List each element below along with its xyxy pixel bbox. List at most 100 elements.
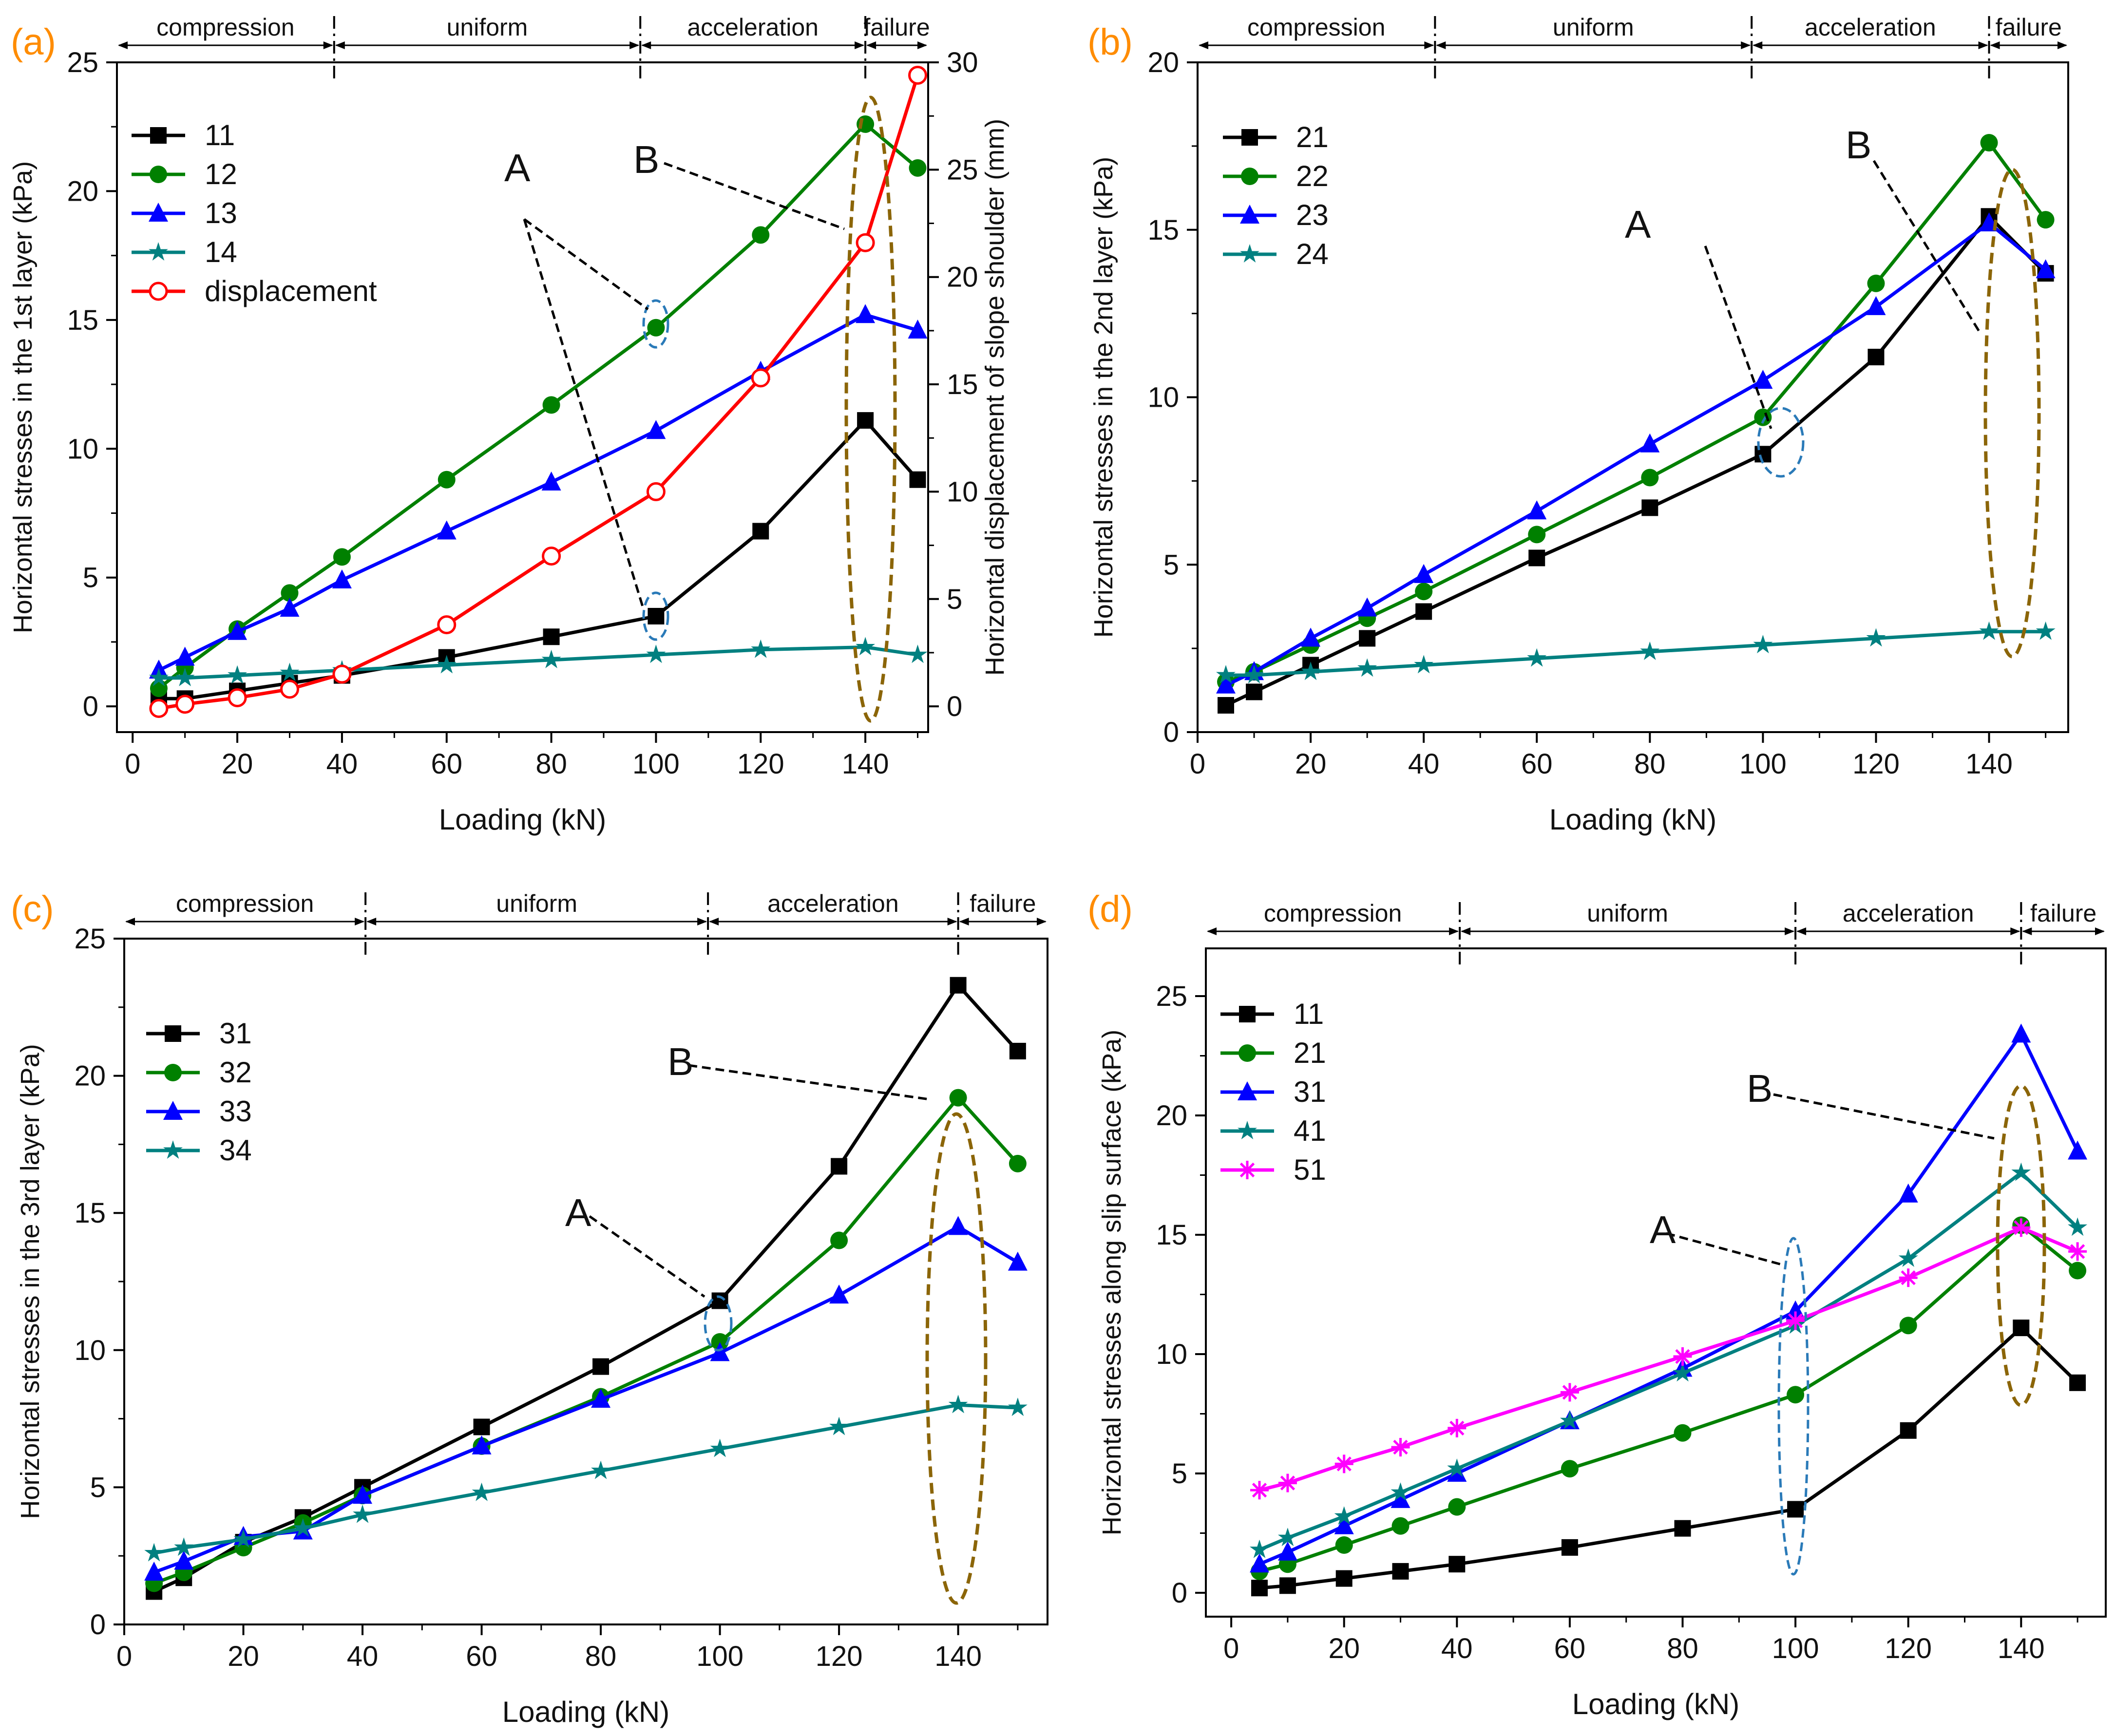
x-axis-label: Loading (kN) bbox=[1572, 1688, 1740, 1720]
annotation-label-B: B bbox=[1747, 1067, 1772, 1110]
phase-arrow-head bbox=[641, 41, 651, 49]
panel-label: (a) bbox=[11, 21, 56, 63]
y-tick-label: 10 bbox=[74, 1335, 106, 1366]
data-point bbox=[949, 1089, 967, 1107]
data-point bbox=[2012, 1218, 2031, 1237]
data-point bbox=[175, 646, 195, 666]
data-point bbox=[752, 226, 770, 244]
data-point bbox=[1754, 408, 1772, 426]
data-point bbox=[1391, 1517, 1410, 1535]
legend-label: 11 bbox=[205, 119, 235, 151]
annotation-label-A: A bbox=[565, 1191, 591, 1234]
phase-arrow-head bbox=[2010, 927, 2020, 935]
data-point bbox=[1240, 205, 1259, 224]
plot-area: 0 20 40 60 80 100 120 140 0 5 10 15 20 Loading (kN) Ho… bbox=[1089, 14, 2069, 836]
phase-label: acceleration bbox=[1843, 900, 1974, 927]
y2-tick-label: 25 bbox=[947, 154, 978, 186]
data-point bbox=[1279, 1577, 1296, 1594]
data-point bbox=[1359, 630, 1376, 647]
phase-range: failure bbox=[2022, 900, 2105, 935]
y-tick-label: 25 bbox=[67, 47, 98, 78]
phase-range: compression bbox=[1199, 14, 1434, 49]
data-point bbox=[543, 628, 560, 645]
data-point bbox=[1900, 1422, 1917, 1439]
y-axis-label: Horizontal stresses in the 3rd layer (kP… bbox=[16, 1044, 45, 1519]
legend-label: 34 bbox=[219, 1134, 252, 1167]
data-point bbox=[2013, 1320, 2030, 1337]
data-point bbox=[280, 598, 300, 617]
data-point bbox=[1527, 500, 1547, 520]
data-point bbox=[233, 1529, 253, 1548]
series-line bbox=[1226, 630, 2046, 677]
data-point bbox=[437, 520, 457, 540]
data-point bbox=[1561, 1539, 1578, 1556]
phase-arrow-head bbox=[125, 918, 135, 925]
data-point bbox=[175, 667, 195, 686]
data-point bbox=[1753, 370, 1773, 389]
x-tick-label: 140 bbox=[842, 748, 889, 780]
phase-label: uniform bbox=[447, 14, 528, 41]
data-point bbox=[646, 420, 666, 439]
data-point bbox=[1560, 1383, 1579, 1402]
phase-arrow-head bbox=[959, 918, 969, 925]
phase-label: uniform bbox=[496, 890, 577, 917]
callout-line-A bbox=[523, 218, 649, 311]
x-axis-label: Loading (kN) bbox=[1549, 803, 1717, 836]
callout-line-A bbox=[1704, 245, 1772, 429]
legend-label: 31 bbox=[1294, 1076, 1326, 1108]
phase-arrow-head bbox=[355, 918, 365, 925]
data-point bbox=[857, 412, 874, 429]
data-point bbox=[1277, 1528, 1297, 1547]
data-point bbox=[1244, 665, 1264, 684]
series-11 bbox=[150, 412, 926, 707]
asterisk-stroke bbox=[1336, 1456, 1352, 1472]
legend-label: 32 bbox=[219, 1056, 252, 1089]
data-point bbox=[1391, 1438, 1410, 1457]
data-point bbox=[149, 667, 169, 686]
x-tick-label: 120 bbox=[1852, 748, 1900, 780]
phase-label: acceleration bbox=[767, 890, 899, 917]
data-point bbox=[1867, 274, 1885, 292]
data-point bbox=[710, 1342, 730, 1361]
phase-range: compression bbox=[125, 890, 365, 925]
x-tick-label: 140 bbox=[1998, 1633, 2045, 1664]
chart-panel-b: (b) 0 20 40 60 80 100 120 140 0 5 10 15 20 Loading (k… bbox=[1087, 14, 2069, 836]
x-tick-label: 40 bbox=[347, 1641, 379, 1672]
data-point bbox=[1528, 526, 1546, 544]
x-tick-label: 100 bbox=[696, 1641, 743, 1672]
data-point bbox=[2036, 621, 2056, 640]
data-point bbox=[542, 396, 560, 414]
legend-label: 23 bbox=[1296, 199, 1329, 231]
y-axis-label: Horizontal stresses in the 2nd layer (kP… bbox=[1089, 157, 1118, 638]
data-point bbox=[281, 584, 299, 602]
phase-arrow-head bbox=[1207, 927, 1217, 935]
data-point bbox=[1866, 296, 1886, 315]
ellipse-A bbox=[642, 299, 669, 349]
data-point bbox=[144, 1561, 164, 1581]
data-point bbox=[856, 637, 876, 656]
series-displacement bbox=[149, 65, 928, 718]
phase-arrow-head bbox=[323, 41, 333, 49]
phase-arrow-head bbox=[1199, 41, 1208, 49]
data-point bbox=[1391, 1482, 1410, 1501]
series-24 bbox=[1216, 621, 2056, 684]
data-point bbox=[752, 523, 769, 540]
data-point bbox=[829, 1416, 849, 1435]
series-line bbox=[153, 1096, 1019, 1585]
series-34 bbox=[144, 1395, 1028, 1562]
legend-label: 14 bbox=[205, 236, 237, 268]
y2-tick-label: 0 bbox=[947, 691, 962, 722]
x-tick-label: 140 bbox=[934, 1641, 982, 1672]
data-point bbox=[1674, 1520, 1691, 1537]
plot-area: 0 20 40 60 80 100 120 140 0 5 10 15 20 25 Loading (kN)… bbox=[1097, 900, 2107, 1720]
phase-arrow-head bbox=[855, 41, 865, 49]
legend-label: 12 bbox=[205, 158, 237, 190]
phase-range: compression bbox=[118, 14, 333, 49]
annotation-label-A: A bbox=[1650, 1208, 1676, 1251]
data-point bbox=[909, 159, 927, 177]
y-tick-label: 0 bbox=[83, 691, 98, 722]
series-31 bbox=[1250, 1023, 2088, 1573]
legend: 11 12 13 14 displacement bbox=[132, 119, 377, 307]
phase-arrow-head bbox=[1785, 927, 1795, 935]
